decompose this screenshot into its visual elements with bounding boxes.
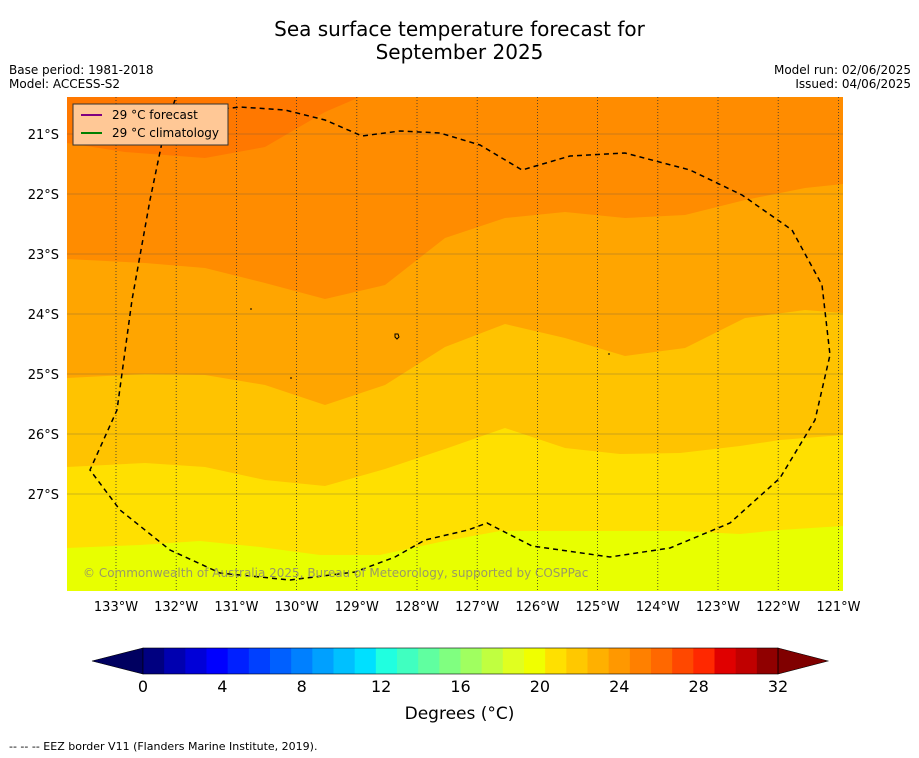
colorbar-swatch — [672, 648, 694, 674]
latitude-labels: 21°S 22°S 23°S 24°S 25°S 26°S 27°S — [28, 128, 59, 503]
lon-label: 126°W — [515, 600, 559, 615]
colorbar-swatch — [270, 648, 292, 674]
lat-label: 22°S — [28, 188, 59, 203]
colorbar — [91, 647, 830, 675]
colorbar-label: Degrees (°C) — [404, 704, 515, 724]
colorbar-swatch — [333, 648, 356, 674]
copyright-text: © Commonwealth of Australia 2025, Bureau… — [83, 566, 588, 580]
colorbar-swatch — [185, 648, 207, 674]
colorbar-swatch — [608, 648, 631, 674]
colorbar-tick: 20 — [530, 677, 550, 696]
colorbar-swatch — [248, 648, 271, 674]
lon-label: 133°W — [94, 600, 138, 615]
lat-label: 26°S — [28, 428, 59, 443]
graticule — [67, 97, 843, 591]
colorbar-tick: 12 — [371, 677, 391, 696]
issued-date: Issued: 04/06/2025 — [795, 77, 911, 91]
lat-label: 24°S — [28, 308, 59, 323]
colorbar-tick: 8 — [297, 677, 307, 696]
colorbar-swatch — [502, 648, 525, 674]
eez-footnote: -- -- -- EEZ border V11 (Flanders Marine… — [9, 740, 318, 753]
base-period: Base period: 1981-2018 — [9, 63, 154, 77]
colorbar-frame — [142, 647, 779, 675]
lat-label: 21°S — [28, 128, 59, 143]
colorbar-tick-labels: 0 4 8 12 16 20 24 28 32 — [138, 677, 788, 696]
island-dots — [250, 308, 610, 379]
colorbar-tick: 32 — [768, 677, 788, 696]
colorbar-tick: 0 — [138, 677, 148, 696]
colorbar-swatch — [418, 648, 440, 674]
legend-box: 29 °C forecast 29 °C climatology — [72, 103, 229, 146]
eez-border — [89, 99, 831, 581]
sst-map: © Commonwealth of Australia 2025, Bureau… — [28, 97, 861, 696]
title-line-2: September 2025 — [375, 40, 544, 64]
colorbar-tick: 24 — [609, 677, 629, 696]
colorbar-swatch — [481, 648, 504, 674]
lon-label: 129°W — [335, 600, 379, 615]
colorbar-over-arrow — [777, 647, 830, 675]
lat-label: 27°S — [28, 488, 59, 503]
lon-label: 121°W — [816, 600, 860, 615]
colorbar-swatch — [291, 648, 313, 674]
colorbar-swatch — [756, 648, 779, 674]
lat-label: 23°S — [28, 248, 59, 263]
lon-label: 125°W — [576, 600, 620, 615]
lon-label: 132°W — [154, 600, 198, 615]
lon-label: 124°W — [636, 600, 680, 615]
colorbar-swatch — [143, 648, 165, 674]
lon-label: 128°W — [395, 600, 439, 615]
colorbar-swatch — [439, 648, 461, 674]
longitude-labels: 133°W 132°W 131°W 130°W 129°W 128°W 127°W 126°W… — [94, 600, 861, 615]
colorbar-swatch — [735, 648, 758, 674]
model-name: Model: ACCESS-S2 — [9, 77, 121, 91]
meta-right: Model run: 02/06/2025 Issued: 04/06/2025 — [774, 63, 911, 91]
lon-label: 127°W — [455, 600, 499, 615]
legend-forecast-label: 29 °C forecast — [112, 108, 198, 122]
colorbar-swatch — [206, 648, 229, 674]
colorbar-tick: 16 — [450, 677, 470, 696]
colorbar-tick: 28 — [688, 677, 708, 696]
lon-label: 122°W — [756, 600, 800, 615]
colorbar-swatch — [354, 648, 377, 674]
colorbar-swatch — [460, 648, 483, 674]
colorbar-swatch — [375, 648, 398, 674]
model-run: Model run: 02/06/2025 — [773, 63, 911, 77]
meta-left: Base period: 1981-2018 Model: ACCESS-S2 — [9, 63, 154, 91]
colorbar-swatch — [397, 648, 419, 674]
lat-label: 25°S — [28, 368, 59, 383]
colorbar-swatch — [227, 648, 250, 674]
colorbar-swatch — [629, 648, 652, 674]
colorbar-swatch — [693, 648, 715, 674]
colorbar-swatch — [312, 648, 334, 674]
chart-title: Sea surface temperature forecast for Sep… — [0, 18, 919, 64]
title-line-1: Sea surface temperature forecast for — [274, 17, 645, 41]
colorbar-swatch — [651, 648, 673, 674]
colorbar-swatch — [164, 648, 186, 674]
lon-label: 123°W — [696, 600, 740, 615]
colorbar-under-arrow — [91, 647, 144, 675]
temperature-field — [67, 97, 843, 591]
colorbar-swatch — [587, 648, 610, 674]
colorbar-swatch — [714, 648, 737, 674]
colorbar-swatch — [566, 648, 588, 674]
colorbar-swatch — [524, 648, 546, 674]
colorbar-tick: 4 — [217, 677, 227, 696]
lon-label: 131°W — [214, 600, 258, 615]
colorbar-swatch — [545, 648, 567, 674]
lon-label: 130°W — [275, 600, 319, 615]
legend-climatology-label: 29 °C climatology — [112, 126, 219, 140]
